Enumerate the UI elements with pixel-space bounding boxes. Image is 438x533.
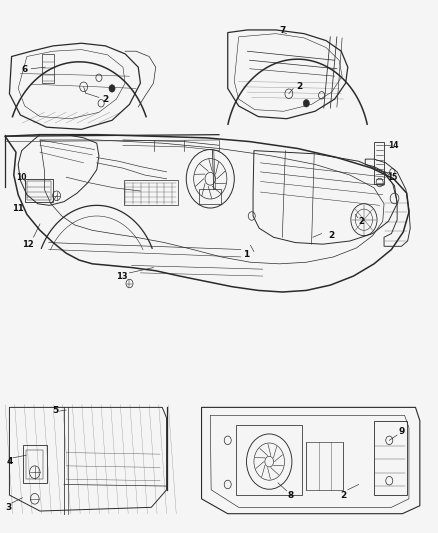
Bar: [42, 54, 54, 83]
Text: 3: 3: [5, 503, 12, 512]
Bar: [199, 189, 221, 204]
Text: 9: 9: [398, 427, 405, 436]
Bar: [124, 180, 178, 205]
Bar: [306, 442, 343, 490]
Bar: [374, 421, 407, 495]
Text: 12: 12: [22, 240, 34, 249]
Text: 7: 7: [279, 26, 286, 35]
Text: 2: 2: [297, 82, 303, 91]
Bar: [237, 425, 302, 495]
Text: 1: 1: [243, 251, 249, 260]
Bar: [22, 445, 46, 483]
Text: 8: 8: [287, 490, 293, 499]
Text: 5: 5: [52, 406, 58, 415]
Bar: [27, 181, 51, 199]
Text: 11: 11: [12, 204, 24, 213]
Text: 13: 13: [116, 272, 128, 280]
Text: 14: 14: [389, 141, 399, 150]
Bar: [374, 142, 384, 184]
Text: 4: 4: [6, 457, 13, 466]
Text: 2: 2: [340, 490, 346, 499]
Text: 15: 15: [388, 173, 398, 182]
Text: 2: 2: [102, 94, 109, 103]
Circle shape: [303, 100, 309, 107]
Text: 6: 6: [21, 65, 28, 74]
Bar: [25, 179, 53, 201]
Bar: [26, 450, 42, 479]
Text: 2: 2: [358, 217, 364, 226]
Text: 10: 10: [16, 173, 27, 182]
Text: 2: 2: [328, 231, 335, 240]
Circle shape: [109, 85, 115, 92]
